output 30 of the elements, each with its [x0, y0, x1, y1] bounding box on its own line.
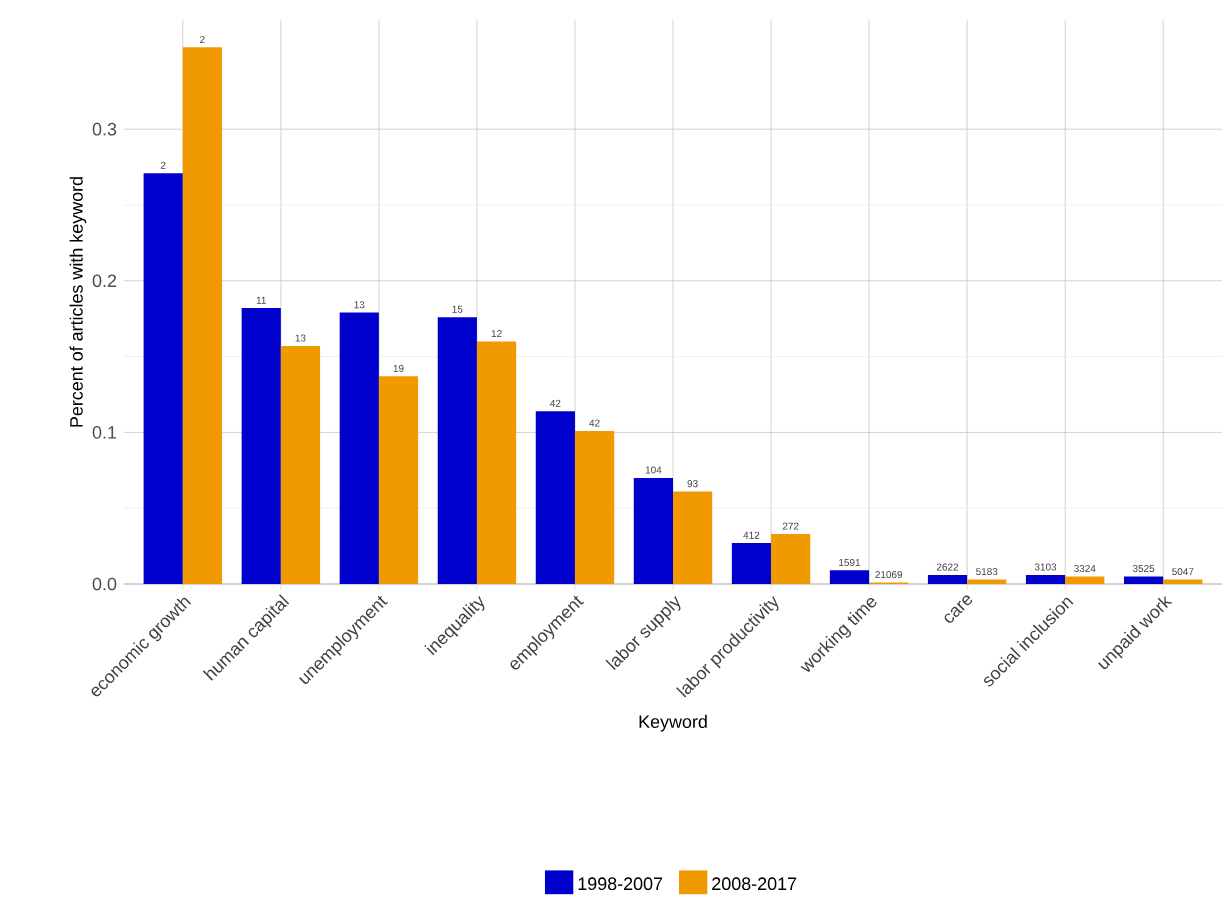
bar [280, 345, 321, 585]
bar [378, 376, 419, 585]
bar [1065, 576, 1105, 585]
x-axis-title: Keyword [639, 714, 707, 732]
y-tick-label: 0.2 [92, 274, 117, 288]
legend-label: 2008-2017 [712, 877, 797, 891]
bar [182, 47, 223, 585]
y-tick-label: 0.1 [92, 426, 117, 439]
bar [437, 317, 477, 585]
bar [1123, 576, 1164, 585]
bar [1025, 574, 1066, 585]
bar [1163, 579, 1203, 585]
bar [241, 308, 281, 585]
y-tick-label: 0.0 [92, 577, 117, 591]
legend-label: 1998-2007 [578, 877, 663, 891]
bar [967, 579, 1007, 585]
bar [927, 574, 968, 585]
bar [633, 477, 674, 585]
bar [476, 341, 517, 585]
y-axis-title: Percent of articles with keyword [69, 177, 87, 427]
bar [673, 491, 713, 585]
x-tick-label: care [944, 595, 973, 623]
y-tick-label: 0.3 [92, 122, 117, 136]
bar [771, 533, 811, 585]
bar [143, 173, 183, 585]
bar [574, 430, 615, 585]
bar [535, 411, 575, 585]
bar [731, 543, 772, 585]
bar [339, 312, 379, 585]
bar [829, 570, 870, 585]
